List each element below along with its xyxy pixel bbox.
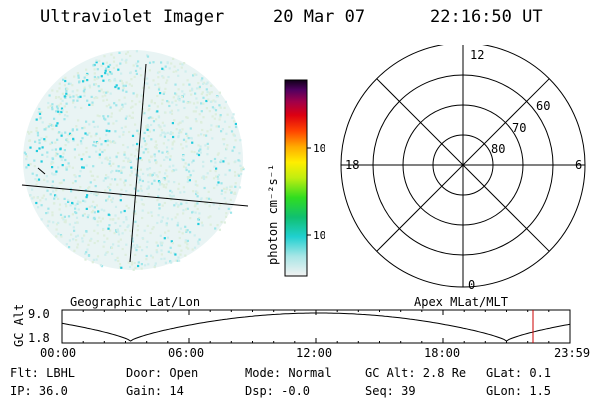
status-dsp: Dsp: -0.0 — [245, 384, 311, 398]
status-mode: Mode: Normal — [245, 366, 332, 380]
polar-diagonal-2 — [376, 78, 550, 252]
meridian-line — [129, 63, 147, 263]
timeline-right-title: Apex MLat/MLT — [414, 295, 508, 309]
timeline-y-max: 9.0 — [28, 307, 50, 321]
colorbar-unit-label: photon cm⁻²s⁻¹ — [266, 164, 280, 265]
altitude-timeline: GC Alt 9.0 1.8 — [12, 305, 571, 347]
status-glat: GLat: 0.1 — [486, 366, 552, 380]
equator-line — [21, 184, 249, 207]
image-disc — [23, 50, 243, 270]
colorbar: 100 10 photon cm⁻²s⁻¹ — [266, 79, 325, 277]
mlt-label-18: 18 — [345, 158, 359, 172]
mlt-label-6: 6 — [575, 158, 582, 172]
time-tick-2: 12:00 — [296, 346, 333, 360]
timeline-tick-marks — [61, 310, 571, 343]
geographic-uv-image — [21, 50, 249, 271]
lat-label-60: 60 — [536, 99, 550, 113]
polar-plot: 12 18 6 0 60 70 80 — [340, 45, 586, 290]
timeline-y-label: GC Alt — [12, 305, 26, 347]
time-tick-0: 00:00 — [40, 346, 77, 360]
status-filter: Flt: LBHL — [10, 366, 76, 380]
colorbar-scale — [284, 79, 308, 277]
mlt-label-0: 0 — [468, 278, 475, 290]
time-tick-4: 23:59 — [554, 346, 591, 360]
observation-time: 22:16:50 UT — [430, 7, 543, 27]
altitude-curve — [61, 312, 571, 342]
observation-date: 20 Mar 07 — [273, 7, 366, 27]
status-seq: Seq: 39 — [365, 384, 416, 398]
status-ip: IP: 36.0 — [10, 384, 68, 398]
timeline-left-title: Geographic Lat/Lon — [70, 295, 201, 309]
lat-label-80: 80 — [491, 142, 505, 156]
status-glon: GLon: 1.5 — [486, 384, 552, 398]
time-tick-3: 18:00 — [424, 346, 461, 360]
colorbar-tick-10: 10 — [313, 229, 325, 242]
instrument-title: Ultraviolet Imager — [40, 7, 225, 27]
status-door: Door: Open — [126, 366, 199, 380]
lat-label-70: 70 — [512, 121, 526, 135]
mlt-label-12: 12 — [470, 48, 484, 62]
timeline-y-min: 1.8 — [28, 331, 50, 345]
time-tick-1: 06:00 — [168, 346, 205, 360]
status-gc-alt: GC Alt: 2.8 Re — [365, 366, 467, 380]
image-speckles — [23, 50, 245, 271]
limb-tick — [37, 167, 46, 175]
status-gain: Gain: 14 — [126, 384, 184, 398]
colorbar-tick-100: 100 — [313, 142, 325, 155]
